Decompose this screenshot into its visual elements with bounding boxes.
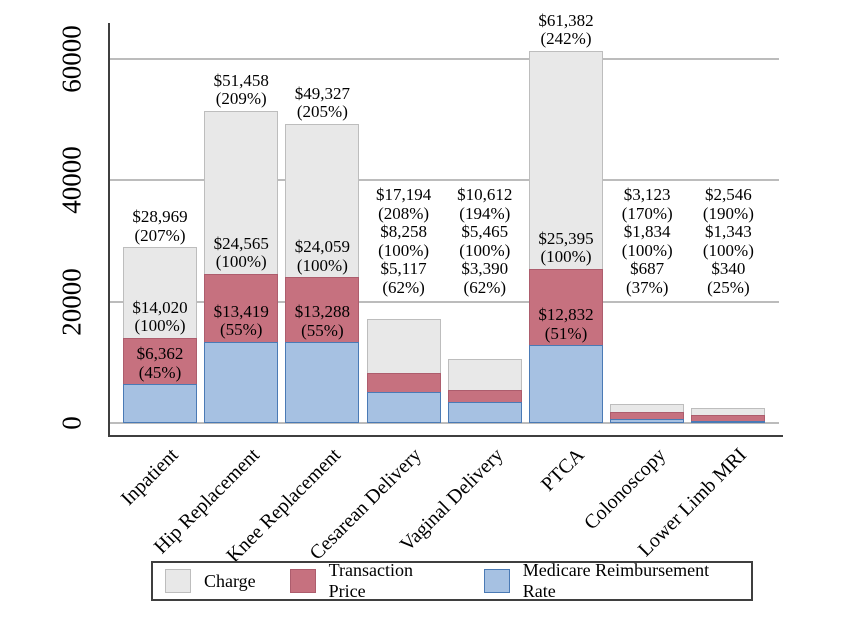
bar-value-label: $13,288 (55%): [295, 303, 350, 340]
pct-line: (100%): [621, 240, 673, 260]
legend: Charge Transaction Price Medicare Reimbu…: [151, 560, 753, 602]
bar-value-label: $25,395 (100%): [538, 228, 594, 267]
charge-swatch-icon: [165, 569, 191, 593]
bar-medicare: [204, 341, 279, 423]
transaction-price-swatch-icon: [289, 569, 316, 593]
value-line: $13,288: [294, 302, 351, 322]
value-line: $13,419: [213, 301, 269, 321]
value-line: $3,390: [461, 259, 509, 278]
value-line: $1,834: [623, 222, 671, 241]
pct-line: (100%): [296, 255, 348, 275]
pct-line: (62%): [463, 277, 507, 297]
value-line: $24,059: [294, 237, 351, 257]
x-category-label: Inpatient: [116, 444, 183, 510]
value-line: $1,343: [705, 222, 752, 241]
value-line: $10,612: [457, 185, 513, 204]
value-line: $340: [711, 259, 746, 278]
pct-line: (37%): [625, 277, 669, 297]
bar-value-label: $61,382 (242%): [538, 10, 594, 49]
y-tick-label: 20000: [56, 267, 87, 336]
legend-item-transaction-price: Transaction Price: [289, 560, 450, 602]
bar-medicare: [529, 345, 603, 423]
pct-line: (55%): [219, 320, 263, 340]
value-line: $5,465: [461, 222, 509, 241]
legend-item-medicare: Medicare Reimbursement Rate: [483, 560, 739, 602]
legend-label: Transaction Price: [328, 560, 413, 601]
bar-value-label-stack: $10,612 (194%) $5,465 (100%) $3,390 (62%): [457, 185, 513, 297]
pct-line: (205%): [296, 102, 348, 122]
bar-value-label-stack: $3,123 (170%) $1,834 (100%) $687 (37%): [621, 185, 673, 297]
pct-line: (51%): [544, 323, 588, 343]
pct-line: (208%): [378, 203, 430, 223]
value-line: $28,969: [132, 207, 188, 227]
bar-medicare: [285, 342, 360, 423]
pct-line: (209%): [215, 89, 267, 109]
pct-line: (45%): [138, 362, 182, 382]
y-tick-label: 40000: [56, 146, 87, 215]
bar-value-label: $24,059 (100%): [295, 238, 350, 275]
pct-line: (100%): [378, 240, 430, 260]
pct-line: (100%): [459, 240, 511, 260]
legend-label: Medicare Reimbursement Rate: [522, 560, 710, 601]
value-line: $24,565: [213, 233, 269, 253]
bar-value-label: $28,969 (207%): [132, 208, 187, 245]
bar-medicare: [447, 402, 522, 423]
bar-value-label: $49,327 (205%): [294, 83, 351, 122]
pct-line: (55%): [301, 320, 344, 340]
bar-value-label: $51,458 (209%): [213, 70, 269, 109]
value-line: $17,194: [375, 185, 432, 204]
y-gridline: [110, 300, 779, 303]
y-gridline: [110, 179, 779, 182]
pct-line: (170%): [621, 203, 673, 223]
pct-line: (242%): [540, 29, 592, 49]
value-line: $3,123: [623, 185, 671, 204]
pct-line: (100%): [215, 252, 267, 272]
value-line: $49,327: [294, 83, 351, 103]
pct-line: (100%): [134, 316, 186, 336]
medicare-swatch-icon: [483, 569, 510, 593]
value-line: $51,458: [213, 70, 269, 90]
pct-line: (100%): [540, 247, 592, 267]
legend-item-charge: Charge: [165, 569, 256, 593]
bar-value-label-stack: $2,546 (190%) $1,343 (100%) $340 (25%): [702, 185, 754, 297]
x-category-label: PTCA: [536, 444, 589, 496]
value-line: $5,117: [380, 259, 427, 278]
bar-medicare: [610, 418, 685, 423]
value-line: $61,382: [538, 10, 594, 30]
bar-medicare: [691, 420, 766, 423]
pct-line: (190%): [702, 203, 754, 223]
x-axis-line: [108, 435, 783, 437]
y-gridline: [110, 422, 779, 424]
value-line: $6,362: [136, 344, 184, 364]
pct-line: (194%): [459, 203, 511, 223]
y-axis-line: [108, 23, 110, 437]
value-line: $25,395: [538, 228, 594, 248]
pct-line: (25%): [707, 277, 750, 297]
bar-value-label: $14,020 (100%): [132, 297, 188, 336]
pct-line: (100%): [702, 240, 754, 260]
bar-value-label: $6,362 (45%): [137, 345, 184, 382]
y-gridline: [110, 58, 779, 60]
value-line: $12,832: [538, 305, 594, 325]
value-line: $687: [630, 259, 665, 278]
pct-line: (62%): [382, 277, 425, 297]
value-line: $14,020: [132, 297, 188, 317]
pct-line: (207%): [134, 225, 186, 245]
value-line: $8,258: [380, 222, 427, 241]
bar-value-label-stack: $17,194 (208%) $8,258 (100%) $5,117 (62%): [375, 185, 432, 297]
bar-medicare: [123, 384, 197, 423]
y-tick-label: 0: [56, 416, 87, 430]
bar-value-label: $13,419 (55%): [213, 301, 269, 340]
bar-value-label: $24,565 (100%): [213, 233, 269, 272]
y-tick-label: 60000: [56, 25, 87, 93]
bar-medicare: [366, 392, 441, 423]
value-line: $2,546: [705, 185, 752, 204]
legend-label: Charge: [204, 570, 256, 591]
bar-value-label: $12,832 (51%): [538, 306, 593, 343]
